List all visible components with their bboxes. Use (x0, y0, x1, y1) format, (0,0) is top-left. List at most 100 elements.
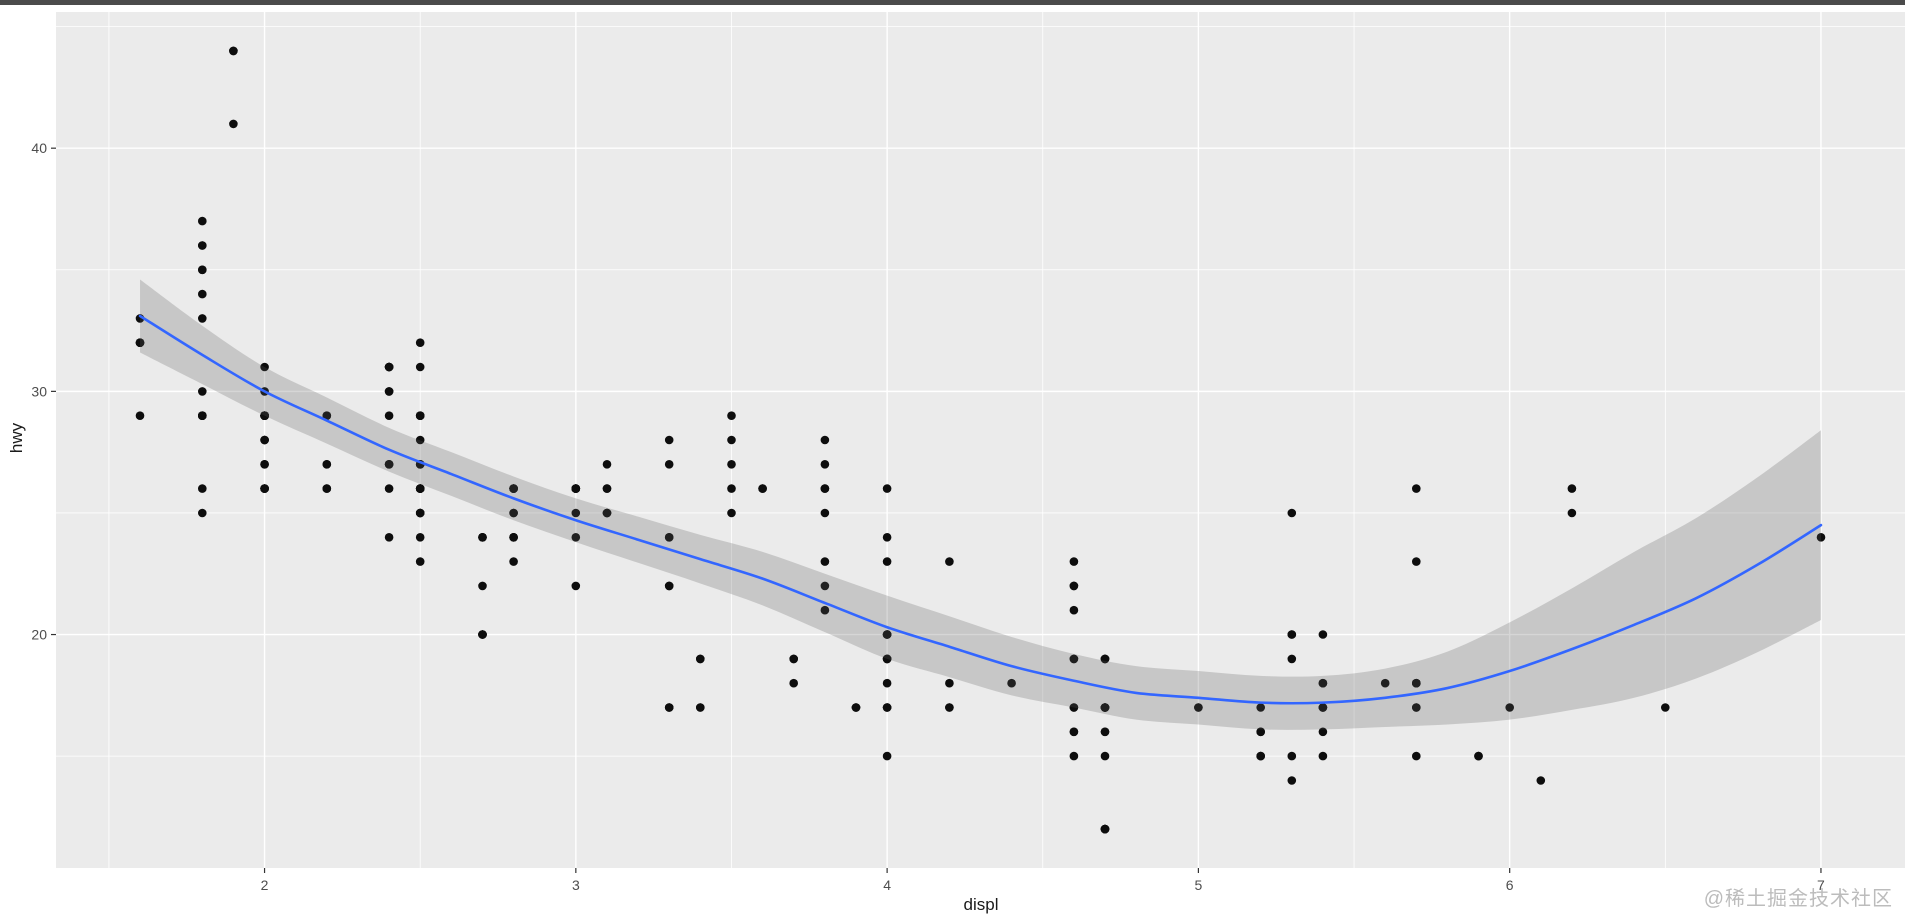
data-point (198, 314, 207, 323)
data-point (1069, 654, 1079, 664)
data-point (1474, 751, 1483, 761)
data-point (260, 411, 269, 421)
data-point (478, 533, 487, 542)
data-point (1567, 484, 1577, 493)
data-point (820, 605, 830, 615)
x-tick-label: 3 (572, 877, 580, 893)
data-point (509, 508, 518, 518)
points-layer (135, 46, 1826, 834)
x-axis-title: displ (963, 895, 999, 914)
data-point (820, 581, 830, 591)
data-point (945, 557, 954, 566)
data-point (945, 703, 954, 712)
data-point (1816, 533, 1826, 542)
data-point (384, 533, 394, 542)
y-tick-label: 40 (31, 140, 47, 156)
data-point (727, 435, 736, 445)
data-point (1287, 751, 1297, 761)
x-tick-label: 5 (1194, 877, 1202, 893)
data-point (1100, 703, 1110, 712)
data-point (322, 484, 332, 493)
data-point (415, 533, 425, 542)
data-point (135, 411, 145, 421)
data-point (1007, 678, 1016, 688)
data-point (198, 411, 207, 421)
data-point (882, 654, 892, 664)
data-point (1256, 727, 1265, 737)
data-point (664, 533, 674, 542)
data-point (1567, 508, 1577, 518)
data-point (1069, 727, 1079, 737)
data-point (1069, 605, 1079, 615)
data-point (260, 484, 269, 493)
y-tick-label: 30 (31, 383, 47, 399)
plot-panel (56, 12, 1905, 868)
data-point (882, 630, 892, 639)
data-point (882, 751, 892, 761)
data-point (1256, 751, 1265, 761)
data-point (1412, 678, 1421, 688)
data-point (415, 484, 425, 493)
data-point (758, 484, 767, 493)
data-point (1069, 557, 1079, 566)
data-point (820, 508, 830, 518)
data-point (602, 460, 612, 469)
data-point (1412, 703, 1421, 712)
data-point (322, 411, 332, 421)
watermark-text: @稀土掘金技术社区 (1703, 888, 1893, 910)
data-point (1069, 751, 1079, 761)
data-point (1318, 751, 1328, 761)
data-point (789, 654, 798, 664)
data-point (664, 460, 674, 469)
data-point (229, 46, 238, 56)
data-point (727, 460, 736, 469)
data-point (882, 484, 892, 493)
data-point (1412, 557, 1421, 566)
x-tick-label: 6 (1506, 877, 1514, 893)
data-point (1287, 654, 1297, 664)
data-point (571, 484, 581, 493)
window-top-bar (0, 0, 1905, 5)
data-point (384, 387, 394, 396)
data-point (1318, 727, 1328, 737)
data-point (851, 703, 861, 712)
y-tick-label: 20 (31, 627, 47, 643)
data-point (1256, 703, 1265, 712)
data-point (198, 508, 207, 518)
data-point (1380, 678, 1390, 688)
data-point (1412, 484, 1421, 493)
data-point (602, 508, 612, 518)
data-point (1100, 751, 1110, 761)
smooth-line (138, 314, 1823, 705)
data-point (260, 435, 269, 445)
data-point (384, 460, 394, 469)
data-point (415, 411, 425, 421)
data-point (1287, 508, 1297, 518)
data-point (198, 216, 207, 226)
data-point (229, 119, 238, 129)
data-point (696, 654, 705, 664)
data-point (602, 484, 612, 493)
y-axis-title: hwy (7, 422, 26, 454)
data-point (1536, 776, 1546, 785)
data-point (1100, 654, 1110, 664)
data-point (1069, 581, 1079, 591)
data-point (478, 630, 487, 639)
data-point (727, 508, 736, 518)
data-point (198, 484, 207, 493)
data-point (384, 411, 394, 421)
data-point (384, 362, 394, 372)
data-point (509, 484, 518, 493)
data-point (1069, 703, 1079, 712)
data-point (1318, 678, 1328, 688)
data-point (1100, 824, 1110, 834)
data-point (882, 533, 892, 542)
data-point (1318, 630, 1328, 639)
data-point (1412, 751, 1421, 761)
data-point (882, 703, 892, 712)
data-point (509, 557, 518, 566)
data-point (664, 435, 674, 445)
data-point (135, 338, 145, 348)
